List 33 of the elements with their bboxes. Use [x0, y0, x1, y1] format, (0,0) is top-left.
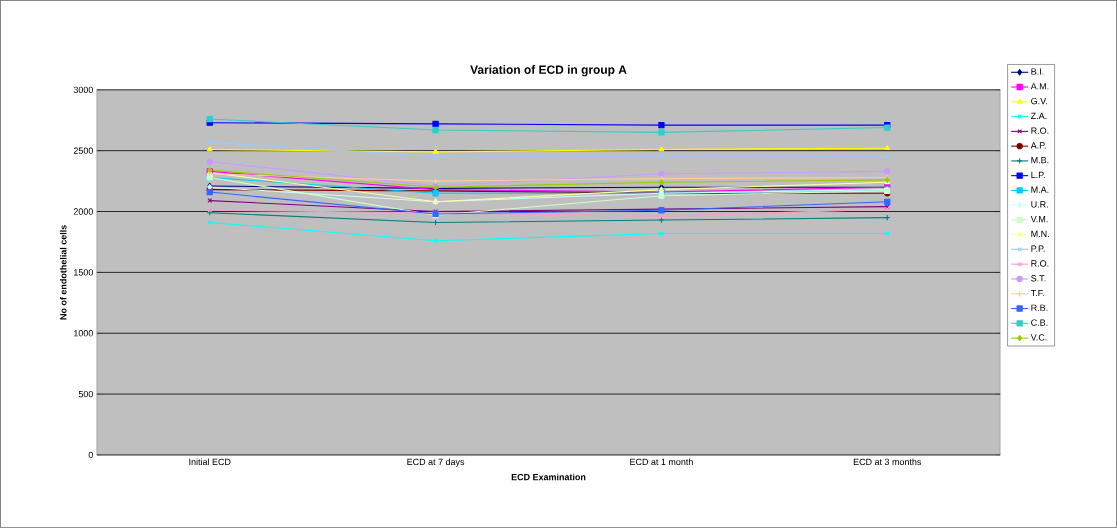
x-tick-label: Initial ECD — [189, 458, 231, 466]
legend-label: C.B. — [1031, 319, 1048, 326]
y-tick-label: 1000 — [74, 330, 93, 337]
legend-label: Z.A. — [1030, 112, 1047, 120]
y-tick-label: 1500 — [74, 269, 93, 276]
x-tick-label: ECD at 3 months — [853, 458, 922, 466]
legend-label: M.N. — [1031, 230, 1049, 238]
y-tick-label: 2000 — [73, 208, 93, 215]
x-tick-label: ECD at 7 days — [407, 458, 465, 467]
y-tick-label: 0 — [88, 451, 93, 459]
legend-label: T.F. — [1030, 290, 1044, 297]
x-tick-label: ECD at 1 month — [630, 458, 693, 466]
legend-label: A.M. — [1030, 83, 1049, 90]
legend-label: R.B. — [1031, 304, 1048, 311]
legend-label: P.P. — [1031, 245, 1045, 252]
y-tick-label: 2500 — [73, 147, 93, 154]
legend-label: V.M. — [1030, 216, 1048, 223]
y-axis-title: No of endothelial cells — [59, 225, 67, 320]
y-tick-label: 3000 — [73, 86, 93, 94]
legend-label: U.R. — [1031, 201, 1048, 208]
y-tick-label: 500 — [78, 391, 93, 398]
legend-label: V.C. — [1030, 334, 1047, 341]
legend-label: M.B. — [1031, 157, 1049, 164]
legend-label: G.V. — [1031, 98, 1048, 105]
legend-label: S.T. — [1031, 275, 1046, 282]
legend-label: R.O. — [1031, 127, 1049, 134]
legend-label: L.P. — [1031, 171, 1045, 179]
legend-label: B.I. — [1031, 68, 1044, 75]
legend-label: A.P. — [1030, 142, 1046, 149]
chart-title: Variation of ECD in group A — [470, 65, 627, 77]
x-axis-title: ECD Examination — [511, 473, 586, 481]
legend-label: M.A. — [1031, 186, 1049, 193]
legend-label: R.O. — [1031, 260, 1049, 267]
